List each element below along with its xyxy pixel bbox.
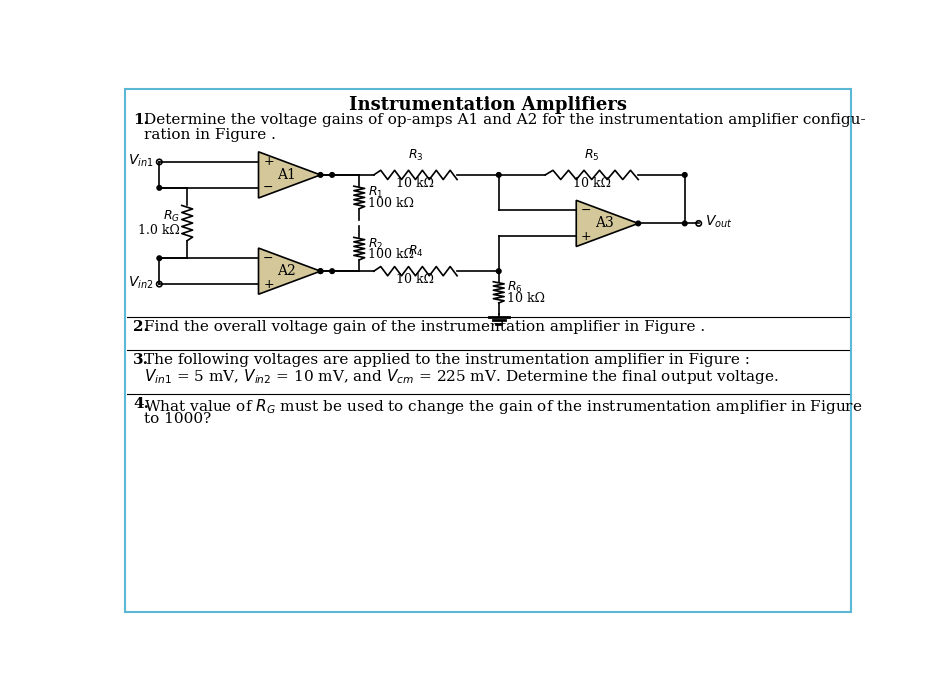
Text: $R_4$: $R_4$	[407, 244, 424, 259]
Text: 10 kΩ: 10 kΩ	[396, 177, 434, 190]
Text: Find the overall voltage gain of the instrumentation amplifier in Figure .: Find the overall voltage gain of the ins…	[144, 321, 704, 335]
Circle shape	[157, 256, 162, 260]
Circle shape	[496, 173, 501, 177]
Polygon shape	[576, 201, 638, 246]
Text: 10 kΩ: 10 kΩ	[573, 177, 611, 190]
Text: 2.: 2.	[133, 321, 149, 335]
Text: A3: A3	[595, 217, 613, 230]
Circle shape	[318, 173, 323, 177]
FancyBboxPatch shape	[126, 90, 850, 611]
Text: 10 kΩ: 10 kΩ	[507, 292, 545, 305]
Text: 10 kΩ: 10 kΩ	[396, 273, 434, 287]
Text: $R_1$: $R_1$	[367, 185, 384, 201]
Text: 100 kΩ: 100 kΩ	[367, 197, 414, 210]
Text: ration in Figure .: ration in Figure .	[144, 128, 276, 142]
Text: $R_3$: $R_3$	[407, 148, 424, 162]
Text: 1.0 kΩ: 1.0 kΩ	[138, 224, 180, 237]
Circle shape	[496, 269, 501, 273]
Polygon shape	[259, 248, 321, 294]
Text: $V_{in2}$: $V_{in2}$	[128, 274, 153, 291]
Text: +: +	[581, 230, 591, 243]
Circle shape	[636, 221, 641, 226]
Text: −: −	[581, 204, 591, 217]
Text: −: −	[263, 252, 273, 264]
Text: $R_6$: $R_6$	[507, 280, 523, 295]
Text: A2: A2	[277, 264, 296, 278]
Circle shape	[157, 185, 162, 190]
Text: Determine the voltage gains of op-amps A1 and A2 for the instrumentation amplifi: Determine the voltage gains of op-amps A…	[144, 113, 865, 127]
Text: The following voltages are applied to the instrumentation amplifier in Figure :: The following voltages are applied to th…	[144, 353, 750, 367]
Circle shape	[318, 269, 323, 273]
Text: $V_{out}$: $V_{out}$	[704, 214, 733, 230]
Text: +: +	[263, 155, 274, 169]
Text: $V_{in1}$: $V_{in1}$	[128, 152, 153, 169]
Circle shape	[329, 269, 334, 273]
Text: to 1000?: to 1000?	[144, 412, 211, 426]
Text: A1: A1	[277, 168, 296, 182]
Circle shape	[683, 173, 687, 177]
Polygon shape	[259, 152, 321, 198]
Text: $R_2$: $R_2$	[367, 237, 383, 251]
Text: $R_G$: $R_G$	[163, 210, 180, 224]
Text: What value of $R_G$ must be used to change the gain of the instrumentation ampli: What value of $R_G$ must be used to chan…	[144, 398, 863, 416]
Text: 4.: 4.	[133, 398, 149, 412]
Circle shape	[683, 221, 687, 226]
Text: 100 kΩ: 100 kΩ	[367, 248, 414, 262]
Text: $R_5$: $R_5$	[584, 148, 600, 162]
Circle shape	[329, 173, 334, 177]
Text: $V_{in1}$ = 5 mV, $V_{in2}$ = 10 mV, and $V_{cm}$ = 225 mV. Determine the final : $V_{in1}$ = 5 mV, $V_{in2}$ = 10 mV, and…	[144, 366, 779, 386]
Text: −: −	[263, 181, 273, 194]
Text: 1.: 1.	[133, 113, 149, 127]
Text: 3.: 3.	[133, 353, 149, 367]
Circle shape	[318, 269, 323, 273]
Text: Instrumentation Amplifiers: Instrumentation Amplifiers	[348, 96, 627, 115]
Text: +: +	[263, 278, 274, 291]
